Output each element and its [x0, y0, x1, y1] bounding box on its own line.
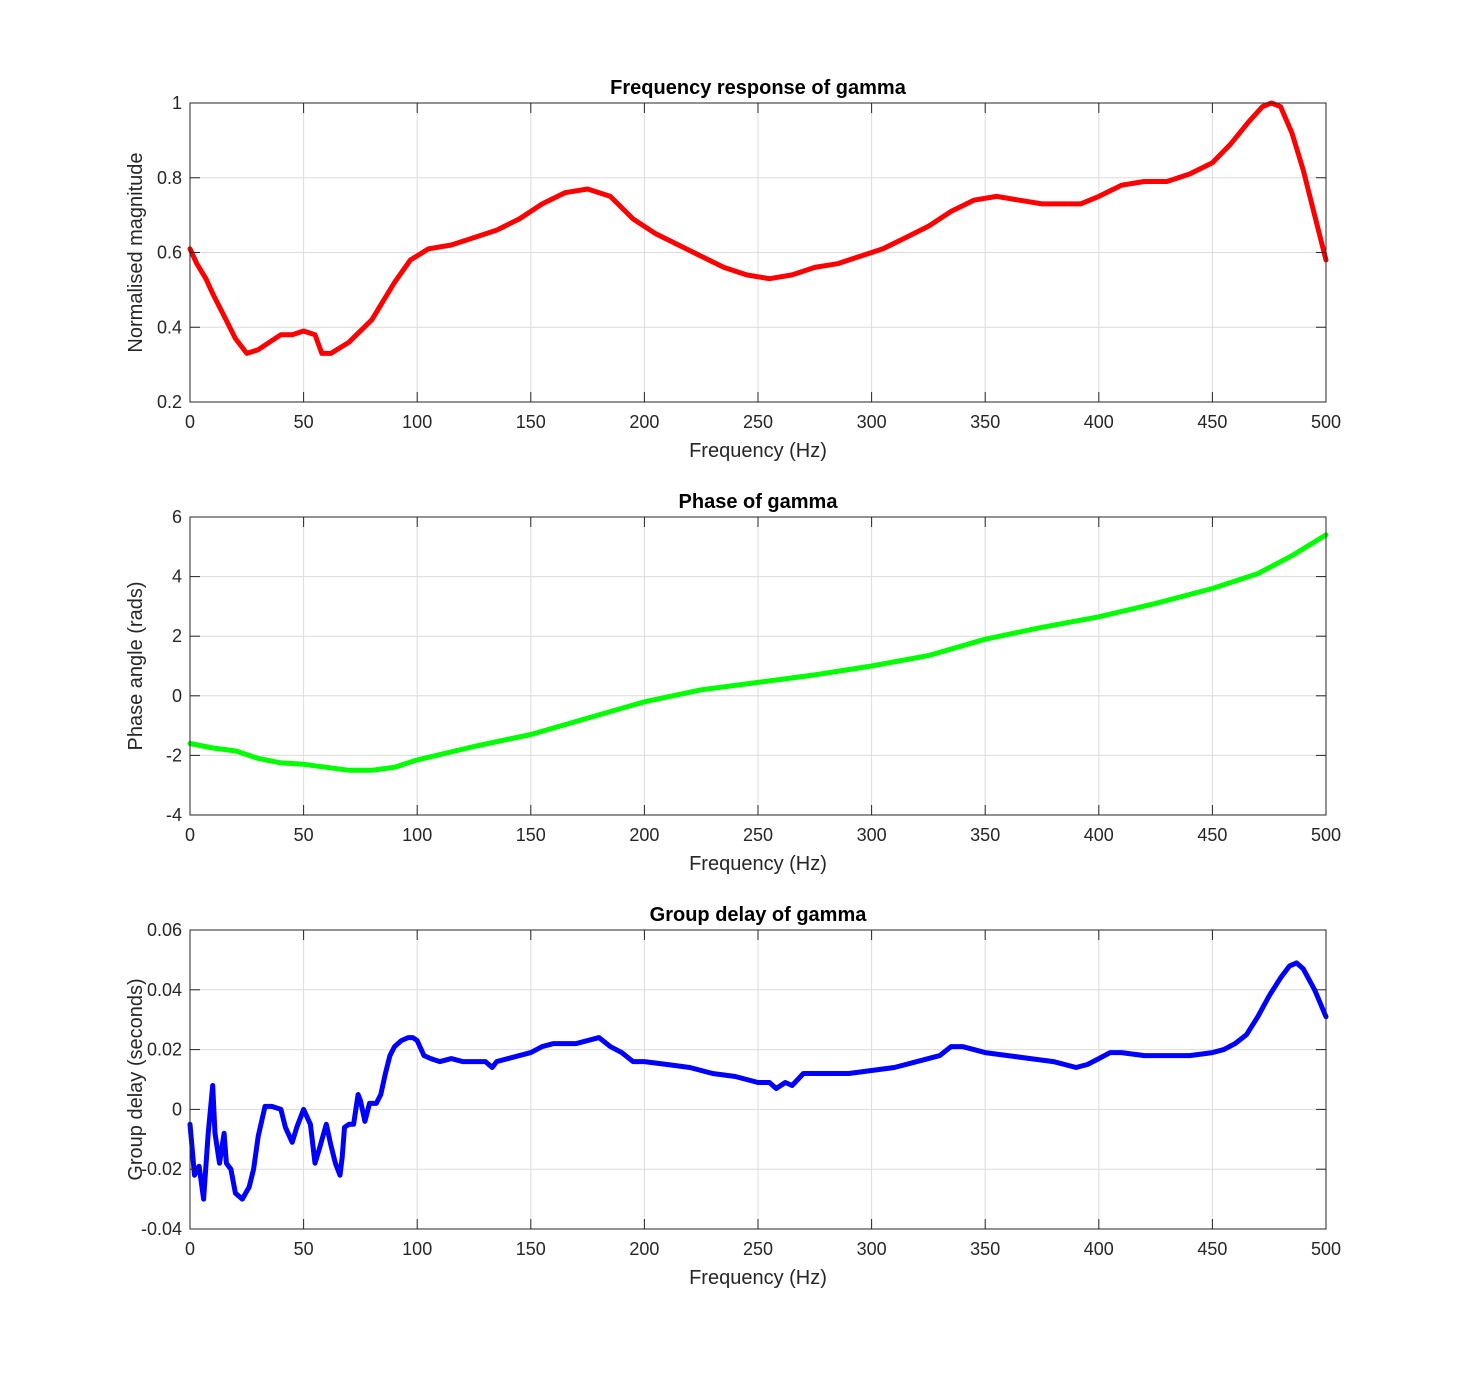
x-tick-label: 450	[1197, 412, 1227, 432]
series-line	[187, 960, 1329, 1202]
x-tick-label: 300	[857, 412, 887, 432]
y-tick-label: 4	[172, 567, 182, 587]
y-tick-label: 0	[172, 686, 182, 706]
series-line	[187, 100, 1329, 356]
y-tick-label: -4	[166, 805, 182, 825]
subplot-2: 0 50 100 150 200 250 300 350 400 450 500 -4 -2 0 2 4 6 Ph…	[125, 491, 1341, 875]
y-tick-label: 2	[172, 626, 182, 646]
y-tick-label: 0.04	[147, 980, 182, 1000]
x-tick-label: 0	[185, 825, 195, 845]
series-line	[187, 532, 1329, 773]
x-tick-label: 350	[970, 825, 1000, 845]
x-tick-label: 50	[294, 412, 314, 432]
x-tick-label: 250	[743, 825, 773, 845]
x-tick-label: 50	[294, 825, 314, 845]
x-tick-label: 250	[743, 412, 773, 432]
y-tick-label: -0.02	[141, 1159, 182, 1179]
y-tick-label: 0.06	[147, 920, 182, 940]
y-tick-label: 6	[172, 507, 182, 527]
y-tick-label: -0.04	[141, 1219, 182, 1239]
y-axis-label: Group delay (seconds)	[125, 978, 147, 1180]
x-tick-label: 100	[402, 825, 432, 845]
x-tick-label: 300	[857, 1239, 887, 1259]
x-tick-label: 500	[1311, 412, 1341, 432]
x-tick-label: 500	[1311, 825, 1341, 845]
y-tick-label: -2	[166, 745, 182, 765]
y-tick-label: 0	[172, 1099, 182, 1119]
x-tick-label: 150	[516, 412, 546, 432]
y-tick-label: 0.4	[157, 317, 182, 337]
y-axis-label: Phase angle (rads)	[125, 582, 147, 751]
x-tick-label: 0	[185, 1239, 195, 1259]
x-tick-label: 250	[743, 1239, 773, 1259]
subplot-1: 0 50 100 150 200 250 300 350 400 450 500 0.2 0.4 0.6 0…	[125, 77, 1341, 462]
y-tick-label: 0.2	[157, 392, 182, 412]
y-axis-label: Normalised magnitude	[125, 152, 147, 352]
x-tick-label: 200	[629, 1239, 659, 1259]
y-tick-label: 0.6	[157, 243, 182, 263]
chart-title: Group delay of gamma	[650, 904, 868, 926]
x-tick-label: 0	[185, 412, 195, 432]
x-tick-label: 50	[294, 1239, 314, 1259]
subplot-3: 0 50 100 150 200 250 300 350 400 450 500 -0.04 -0.02…	[125, 904, 1341, 1289]
x-tick-label: 350	[970, 1239, 1000, 1259]
x-tick-label: 300	[857, 825, 887, 845]
x-axis-label: Frequency (Hz)	[689, 853, 827, 875]
x-axis-label: Frequency (Hz)	[689, 1267, 827, 1289]
chart-title: Frequency response of gamma	[610, 77, 907, 99]
x-tick-label: 400	[1084, 1239, 1114, 1259]
x-tick-label: 400	[1084, 825, 1114, 845]
x-tick-label: 350	[970, 412, 1000, 432]
x-tick-label: 100	[402, 412, 432, 432]
y-tick-label: 1	[172, 93, 182, 113]
x-tick-label: 450	[1197, 1239, 1227, 1259]
y-tick-label: 0.02	[147, 1040, 182, 1060]
y-tick-label: 0.8	[157, 168, 182, 188]
x-tick-label: 400	[1084, 412, 1114, 432]
x-tick-label: 200	[629, 412, 659, 432]
x-tick-label: 150	[516, 825, 546, 845]
x-tick-label: 450	[1197, 825, 1227, 845]
x-tick-label: 100	[402, 1239, 432, 1259]
x-tick-label: 500	[1311, 1239, 1341, 1259]
x-axis-label: Frequency (Hz)	[689, 440, 827, 462]
chart-title: Phase of gamma	[679, 491, 839, 513]
x-tick-label: 200	[629, 825, 659, 845]
x-tick-label: 150	[516, 1239, 546, 1259]
